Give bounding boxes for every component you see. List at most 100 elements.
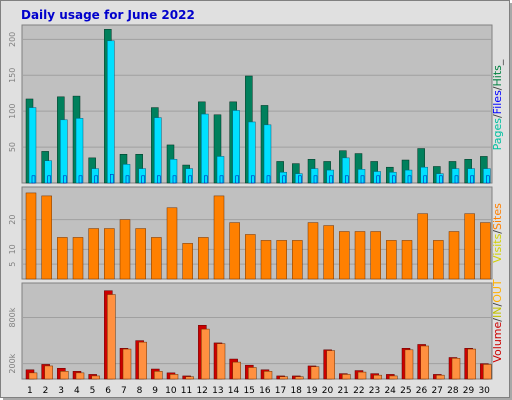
in-bar	[201, 328, 210, 380]
sites-bar	[245, 234, 256, 280]
day-label: 27	[431, 386, 442, 396]
day-label: 12	[196, 386, 207, 396]
in-bar	[185, 376, 194, 380]
day-label: 25	[400, 386, 411, 396]
y-tick-label: 20	[8, 215, 17, 225]
sites-bar	[119, 219, 131, 280]
pages-bar	[204, 175, 208, 184]
day-label: 24	[384, 386, 396, 396]
in-bar	[232, 361, 241, 380]
sites-bar	[448, 231, 460, 280]
day-label: 5	[90, 386, 96, 396]
sites-bar	[370, 231, 381, 280]
in-bar	[295, 376, 304, 380]
files-bar	[154, 117, 162, 184]
in-bar	[436, 374, 445, 380]
sites-bar	[88, 228, 99, 280]
day-label: 21	[337, 386, 348, 396]
in-bar	[451, 358, 461, 380]
day-label: 15	[243, 386, 254, 396]
day-label: 1	[27, 386, 33, 396]
day-label: 13	[212, 386, 223, 396]
day-label: 17	[275, 386, 286, 396]
day-label: 8	[137, 386, 143, 396]
in-bar	[263, 371, 273, 380]
sites-bar	[307, 222, 319, 280]
sites-bar	[417, 213, 428, 280]
in-bar	[138, 341, 147, 380]
visits-sites-label: Visits/Sites	[491, 203, 504, 263]
in-bar	[248, 367, 257, 380]
pages-bar	[47, 175, 51, 184]
sites-bar	[464, 213, 475, 280]
sites-bar	[260, 240, 272, 280]
pages-bar	[423, 175, 427, 184]
pages-bar	[219, 175, 224, 184]
chart-title: Daily usage for June 2022	[21, 8, 195, 22]
pages-bar	[313, 175, 318, 184]
day-label: 6	[105, 386, 111, 396]
volume-in-out-label-part: Volume	[491, 321, 504, 362]
volume-in-out-label-part: /	[491, 303, 504, 307]
day-label: 4	[74, 386, 80, 396]
pages-bar	[157, 175, 161, 184]
volume-in-out-label-part: /	[491, 318, 504, 322]
pages-files-hits-label-part: Pages	[491, 118, 504, 151]
in-bar	[169, 374, 179, 380]
visits-sites-label-part: /	[491, 230, 504, 234]
sites-bar	[292, 240, 303, 280]
day-label: 3	[58, 386, 64, 396]
in-bar	[357, 371, 367, 380]
pages-bar	[125, 175, 130, 184]
day-label: 10	[165, 386, 177, 396]
sites-bar	[182, 243, 193, 280]
in-bar	[91, 375, 100, 380]
sites-bar	[57, 237, 68, 280]
pages-bar	[31, 175, 36, 184]
pages-bar	[376, 175, 380, 184]
pages-bar	[360, 175, 365, 184]
day-label: 16	[259, 386, 271, 396]
files-bar	[201, 113, 209, 184]
sites-bar	[276, 240, 287, 280]
in-bar	[122, 348, 132, 380]
files-bar	[232, 110, 240, 184]
sites-bar	[386, 240, 397, 280]
files-bar	[60, 119, 68, 184]
panel-3-background	[21, 282, 493, 380]
day-label: 9	[152, 386, 158, 396]
sites-bar	[135, 228, 146, 280]
day-label: 11	[181, 386, 192, 396]
sites-bar	[323, 225, 334, 280]
in-bar	[404, 349, 414, 380]
files-bar	[28, 107, 37, 184]
day-label: 29	[463, 386, 475, 396]
in-bar	[75, 372, 85, 380]
in-bar	[420, 345, 429, 380]
sites-bar	[198, 237, 209, 280]
day-label: 20	[322, 386, 334, 396]
sites-bar	[480, 222, 491, 280]
day-label: 22	[353, 386, 364, 396]
pages-bar	[470, 175, 474, 184]
pages-bar	[282, 175, 286, 184]
y-tick-label: 200k	[8, 353, 17, 373]
y-tick-label: 200	[8, 32, 17, 47]
pages-bar	[454, 175, 459, 184]
pages-bar	[63, 175, 67, 184]
pages-bar	[407, 175, 412, 184]
pages-files-hits-label-part: /	[491, 114, 504, 118]
y-tick-label: 150	[8, 68, 17, 83]
in-bar	[373, 374, 382, 380]
in-bar	[342, 374, 351, 380]
sites-bar	[354, 231, 366, 280]
pages-files-hits-label-part: Hits	[491, 65, 504, 87]
pages-bar	[345, 175, 349, 184]
pages-files-hits-label-part: /	[491, 86, 504, 90]
files-bar	[263, 124, 272, 184]
sites-bar	[151, 237, 162, 280]
in-bar	[310, 366, 320, 380]
in-bar	[107, 294, 116, 380]
visits-sites-label-part: Sites	[491, 203, 504, 230]
